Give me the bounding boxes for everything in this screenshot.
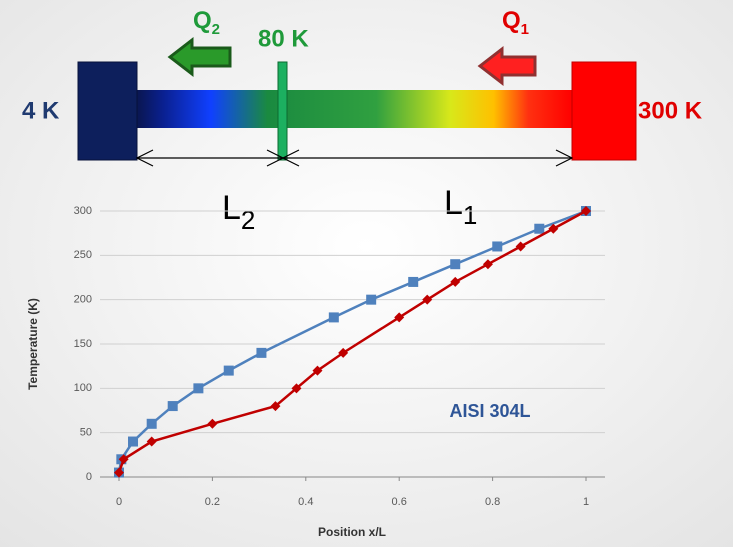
data-point [128,437,138,447]
annotation: AISI 304L [449,401,530,421]
x-tick-label: 1 [583,496,589,508]
figure: 4 K 300 K 80 K Q2 Q1 L2 L1 Temperature (… [0,0,733,547]
x-tick-label: 0.2 [205,496,220,508]
data-point [534,224,544,234]
data-point [329,312,339,322]
q-sub: 2 [212,21,220,38]
x-tick-label: 0.4 [298,496,313,508]
l-main: L [222,189,241,227]
hot-label: 300 K [638,97,703,124]
q-sub: 1 [521,21,529,38]
rod [137,90,572,128]
data-point [408,277,418,287]
y-axis-title: Temperature (K) [26,298,40,390]
data-point [224,366,234,376]
y-tick-label: 100 [74,382,92,394]
cold-block [78,62,137,160]
l-sub: 2 [241,205,255,235]
y-tick-label: 250 [74,249,92,261]
hot-block [572,62,636,160]
l-main: L [444,184,463,222]
data-point [366,295,376,305]
data-point [193,383,203,393]
thermal-anchor [278,62,287,160]
q-main: Q [502,7,521,34]
y-tick-label: 0 [86,471,92,483]
x-tick-label: 0 [116,496,122,508]
data-point [168,401,178,411]
y-tick-label: 200 [74,294,92,306]
data-point [492,241,502,251]
x-tick-label: 0.8 [485,496,500,508]
l-sub: 1 [463,200,477,230]
data-point [147,419,157,429]
y-tick-label: 150 [74,338,92,350]
data-point [256,348,266,358]
x-tick-label: 0.6 [392,496,407,508]
y-tick-label: 300 [74,205,92,217]
cold-label: 4 K [22,97,60,124]
mid-label: 80 K [258,25,309,52]
x-axis-title: Position x/L [318,525,386,539]
q-main: Q [193,7,212,34]
y-tick-label: 50 [80,427,92,439]
data-point [450,259,460,269]
